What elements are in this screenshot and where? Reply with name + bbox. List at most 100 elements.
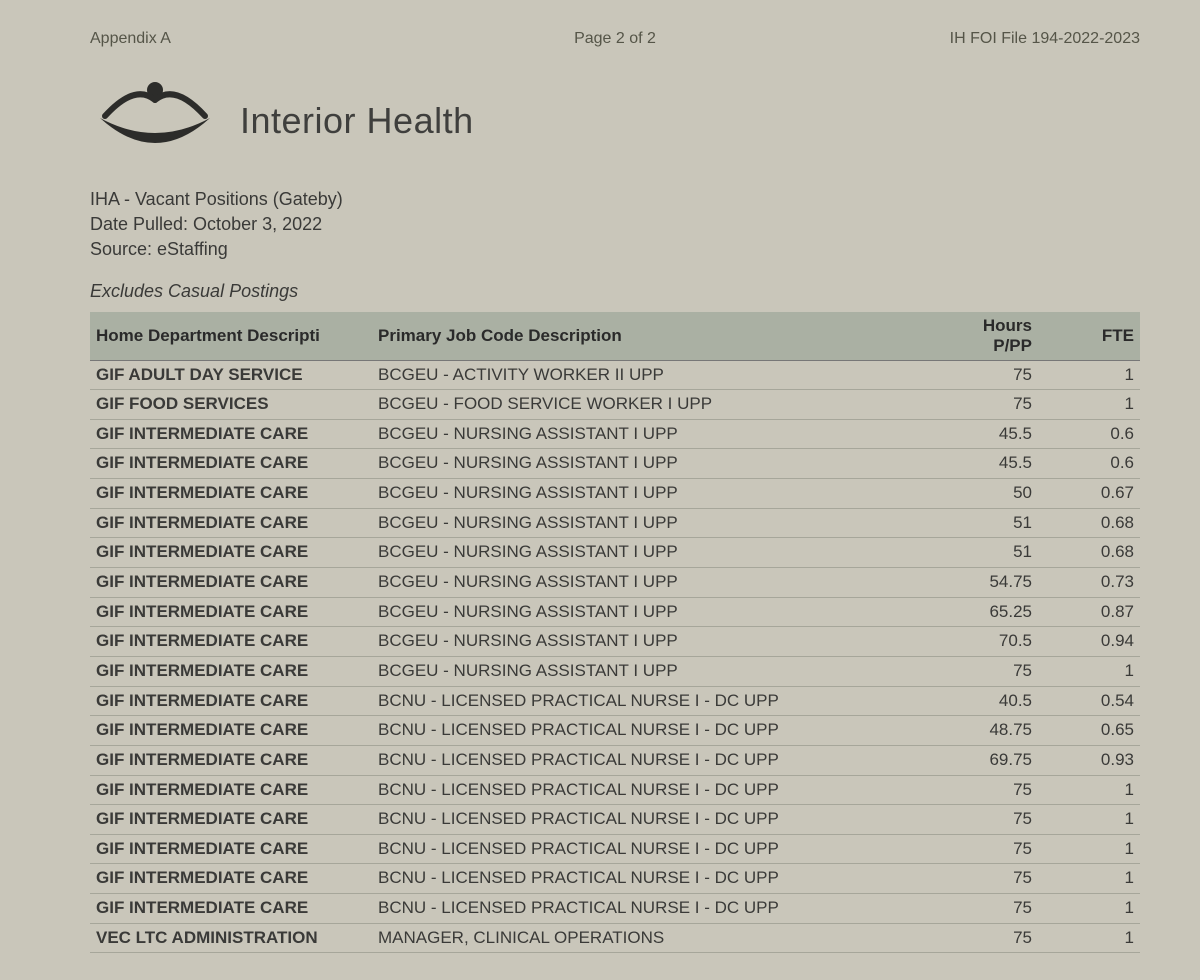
- cell-fte: 1: [1038, 656, 1140, 686]
- foi-file-label: IH FOI File 194-2022-2023: [790, 30, 1140, 48]
- cell-hours: 45.5: [936, 419, 1038, 449]
- report-info: IHA - Vacant Positions (Gateby) Date Pul…: [90, 187, 1140, 263]
- date-pulled: Date Pulled: October 3, 2022: [90, 212, 1140, 237]
- table-row: GIF INTERMEDIATE CAREBCGEU - NURSING ASS…: [90, 627, 1140, 657]
- cell-hours: 48.75: [936, 716, 1038, 746]
- cell-fte: 0.54: [1038, 686, 1140, 716]
- cell-fte: 1: [1038, 834, 1140, 864]
- page-number: Page 2 of 2: [440, 30, 790, 48]
- table-row: GIF INTERMEDIATE CAREBCNU - LICENSED PRA…: [90, 775, 1140, 805]
- cell-job: BCGEU - NURSING ASSISTANT I UPP: [372, 419, 936, 449]
- cell-dept: GIF INTERMEDIATE CARE: [90, 568, 372, 598]
- table-row: GIF INTERMEDIATE CAREBCNU - LICENSED PRA…: [90, 894, 1140, 924]
- cell-hours: 75: [936, 775, 1038, 805]
- table-row: GIF FOOD SERVICESBCGEU - FOOD SERVICE WO…: [90, 390, 1140, 420]
- cell-hours: 40.5: [936, 686, 1038, 716]
- table-row: GIF INTERMEDIATE CAREBCNU - LICENSED PRA…: [90, 805, 1140, 835]
- table-row: GIF INTERMEDIATE CAREBCGEU - NURSING ASS…: [90, 568, 1140, 598]
- table-row: GIF INTERMEDIATE CAREBCGEU - NURSING ASS…: [90, 597, 1140, 627]
- cell-fte: 1: [1038, 360, 1140, 390]
- cell-dept: GIF INTERMEDIATE CARE: [90, 597, 372, 627]
- cell-dept: GIF INTERMEDIATE CARE: [90, 864, 372, 894]
- cell-dept: GIF INTERMEDIATE CARE: [90, 894, 372, 924]
- interior-health-logo-icon: [90, 78, 240, 163]
- cell-hours: 75: [936, 864, 1038, 894]
- cell-dept: GIF INTERMEDIATE CARE: [90, 656, 372, 686]
- cell-dept: GIF INTERMEDIATE CARE: [90, 419, 372, 449]
- cell-fte: 0.73: [1038, 568, 1140, 598]
- table-row: GIF INTERMEDIATE CAREBCGEU - NURSING ASS…: [90, 449, 1140, 479]
- cell-job: BCGEU - FOOD SERVICE WORKER I UPP: [372, 390, 936, 420]
- cell-fte: 1: [1038, 805, 1140, 835]
- cell-hours: 75: [936, 656, 1038, 686]
- cell-job: BCNU - LICENSED PRACTICAL NURSE I - DC U…: [372, 894, 936, 924]
- cell-job: BCNU - LICENSED PRACTICAL NURSE I - DC U…: [372, 716, 936, 746]
- brand-name: Interior Health: [240, 100, 474, 142]
- cell-fte: 1: [1038, 894, 1140, 924]
- cell-hours: 75: [936, 360, 1038, 390]
- cell-job: BCNU - LICENSED PRACTICAL NURSE I - DC U…: [372, 686, 936, 716]
- page-meta-bar: Appendix A Page 2 of 2 IH FOI File 194-2…: [90, 30, 1140, 48]
- cell-dept: GIF INTERMEDIATE CARE: [90, 538, 372, 568]
- table-row: GIF INTERMEDIATE CAREBCNU - LICENSED PRA…: [90, 686, 1140, 716]
- cell-fte: 0.94: [1038, 627, 1140, 657]
- cell-job: BCGEU - NURSING ASSISTANT I UPP: [372, 449, 936, 479]
- cell-dept: GIF INTERMEDIATE CARE: [90, 745, 372, 775]
- table-row: GIF INTERMEDIATE CAREBCNU - LICENSED PRA…: [90, 745, 1140, 775]
- cell-job: BCGEU - NURSING ASSISTANT I UPP: [372, 627, 936, 657]
- cell-fte: 0.6: [1038, 419, 1140, 449]
- cell-fte: 0.67: [1038, 479, 1140, 509]
- cell-fte: 0.68: [1038, 508, 1140, 538]
- cell-dept: GIF INTERMEDIATE CARE: [90, 686, 372, 716]
- cell-hours: 54.75: [936, 568, 1038, 598]
- cell-fte: 1: [1038, 775, 1140, 805]
- table-body: GIF ADULT DAY SERVICEBCGEU - ACTIVITY WO…: [90, 360, 1140, 953]
- positions-table: Home Department Descripti Primary Job Co…: [90, 312, 1140, 954]
- cell-job: BCGEU - NURSING ASSISTANT I UPP: [372, 538, 936, 568]
- table-row: GIF INTERMEDIATE CAREBCGEU - NURSING ASS…: [90, 419, 1140, 449]
- cell-fte: 1: [1038, 923, 1140, 953]
- cell-hours: 65.25: [936, 597, 1038, 627]
- cell-job: MANAGER, CLINICAL OPERATIONS: [372, 923, 936, 953]
- appendix-label: Appendix A: [90, 30, 440, 48]
- table-row: VEC LTC ADMINISTRATIONMANAGER, CLINICAL …: [90, 923, 1140, 953]
- cell-dept: GIF FOOD SERVICES: [90, 390, 372, 420]
- cell-dept: GIF INTERMEDIATE CARE: [90, 449, 372, 479]
- document-page: Appendix A Page 2 of 2 IH FOI File 194-2…: [0, 0, 1200, 973]
- cell-hours: 70.5: [936, 627, 1038, 657]
- cell-dept: VEC LTC ADMINISTRATION: [90, 923, 372, 953]
- table-row: GIF INTERMEDIATE CAREBCGEU - NURSING ASS…: [90, 479, 1140, 509]
- table-row: GIF INTERMEDIATE CAREBCGEU - NURSING ASS…: [90, 656, 1140, 686]
- cell-hours: 45.5: [936, 449, 1038, 479]
- excludes-note: Excludes Casual Postings: [90, 281, 1140, 302]
- cell-hours: 75: [936, 894, 1038, 924]
- cell-dept: GIF INTERMEDIATE CARE: [90, 627, 372, 657]
- col-hours: Hours P/PP: [936, 312, 1038, 361]
- cell-hours: 51: [936, 538, 1038, 568]
- table-row: GIF ADULT DAY SERVICEBCGEU - ACTIVITY WO…: [90, 360, 1140, 390]
- cell-dept: GIF INTERMEDIATE CARE: [90, 834, 372, 864]
- table-row: GIF INTERMEDIATE CAREBCGEU - NURSING ASS…: [90, 508, 1140, 538]
- col-job: Primary Job Code Description: [372, 312, 936, 361]
- table-header-row: Home Department Descripti Primary Job Co…: [90, 312, 1140, 361]
- cell-job: BCGEU - NURSING ASSISTANT I UPP: [372, 597, 936, 627]
- cell-job: BCNU - LICENSED PRACTICAL NURSE I - DC U…: [372, 834, 936, 864]
- report-title: IHA - Vacant Positions (Gateby): [90, 187, 1140, 212]
- cell-hours: 75: [936, 923, 1038, 953]
- cell-hours: 51: [936, 508, 1038, 538]
- cell-dept: GIF INTERMEDIATE CARE: [90, 508, 372, 538]
- cell-dept: GIF ADULT DAY SERVICE: [90, 360, 372, 390]
- brand-row: Interior Health: [90, 78, 1140, 163]
- cell-hours: 75: [936, 390, 1038, 420]
- table-row: GIF INTERMEDIATE CAREBCNU - LICENSED PRA…: [90, 834, 1140, 864]
- source-label: Source: eStaffing: [90, 237, 1140, 262]
- cell-hours: 50: [936, 479, 1038, 509]
- cell-job: BCGEU - NURSING ASSISTANT I UPP: [372, 479, 936, 509]
- cell-dept: GIF INTERMEDIATE CARE: [90, 479, 372, 509]
- cell-fte: 0.6: [1038, 449, 1140, 479]
- cell-fte: 1: [1038, 864, 1140, 894]
- cell-job: BCNU - LICENSED PRACTICAL NURSE I - DC U…: [372, 864, 936, 894]
- cell-fte: 1: [1038, 390, 1140, 420]
- col-dept: Home Department Descripti: [90, 312, 372, 361]
- cell-fte: 0.93: [1038, 745, 1140, 775]
